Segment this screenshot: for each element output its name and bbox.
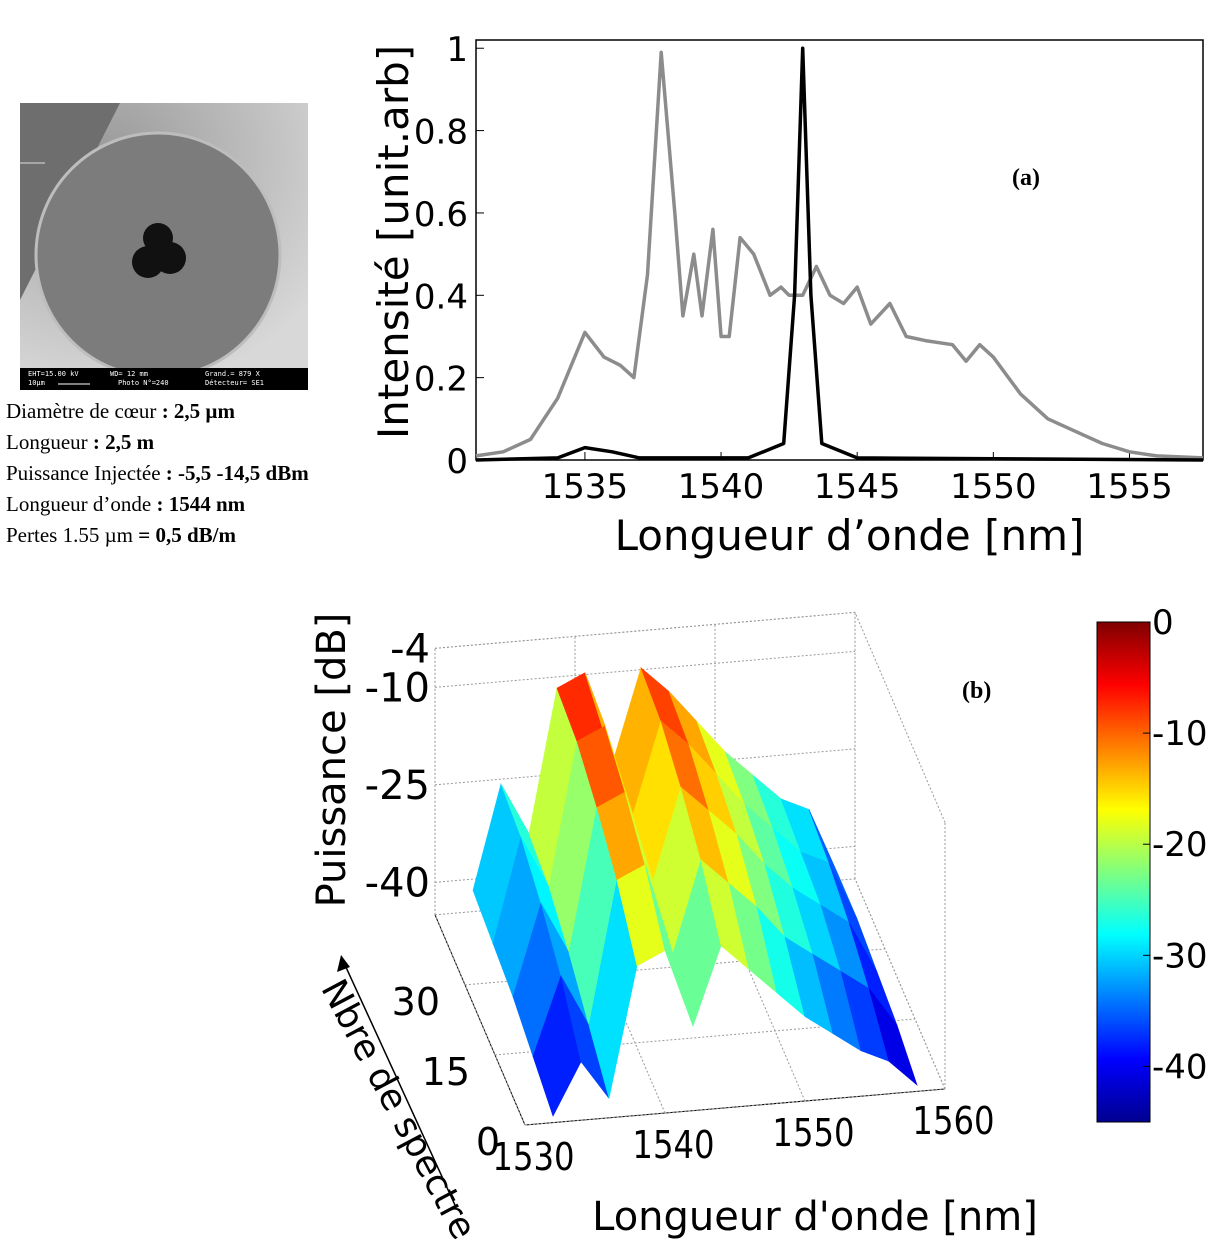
z-tick-label: -10 [365, 665, 430, 711]
z-tick-label: -4 [390, 626, 430, 672]
x-tick-label: 1540 [678, 467, 765, 507]
y-tick-label: 0.6 [414, 195, 468, 235]
y-tick-label: 15 [422, 1050, 470, 1094]
y-axis-label: Intensité [unit.arb] [369, 45, 418, 439]
sem-label: WD= 12 mm [110, 370, 148, 378]
spec-line: Diamètre de cœur : 2,5 µm [6, 399, 236, 423]
surface-cell [868, 988, 918, 1086]
spec-value: = 0,5 dB/m [138, 523, 236, 547]
colorbar-tick-label: -30 [1152, 936, 1208, 976]
grid-line [434, 611, 856, 649]
spec-line: Pertes 1.55 µm = 0,5 dB/m [6, 523, 237, 547]
sem-label: Détecteur= SE1 [205, 379, 264, 387]
y-tick-label: 0 [446, 442, 468, 482]
box-edge [434, 611, 856, 649]
x-axis-label: Longueur d’onde [nm] [615, 511, 1085, 560]
sem-label: EHT=15.00 kV [28, 370, 79, 378]
plot-frame [475, 39, 1204, 461]
spec-label: Longueur [6, 430, 88, 454]
x-tick-label: 1530 [492, 1136, 574, 1180]
annotation: (a) [1012, 165, 1040, 191]
x-tick-label: 1555 [1086, 467, 1173, 507]
series-line [475, 50, 1204, 460]
y-tick-label: 0 [476, 1120, 500, 1164]
y-tick-label: 0.2 [414, 360, 468, 400]
box-edge [854, 612, 946, 823]
colorbar [1096, 621, 1151, 1123]
spec-value: : -5,5 -14,5 dBm [166, 461, 309, 485]
z-tick-label: -40 [365, 860, 430, 906]
axis-line [434, 914, 526, 1126]
y-tick-label: 0.4 [414, 277, 468, 317]
sem-label: 10µm [28, 379, 45, 387]
spec-label: Pertes 1.55 µm [6, 523, 133, 547]
spec-label: Diamètre de cœur [6, 399, 156, 423]
x-tick-label: 1545 [814, 467, 901, 507]
sem-label: Photo N°=240 [118, 379, 169, 387]
x-tick-label: 1540 [632, 1124, 714, 1168]
x-axis-label: Longueur d'onde [nm] [592, 1194, 1038, 1240]
sem-label: Grand.= 879 X [205, 370, 261, 378]
chart-a: 0 0.2 0.4 0.6 0.8 1 1535 1540 1545 1550 1555Longue… [369, 30, 1204, 560]
x-tick-label: 1550 [950, 467, 1037, 507]
spec-value: : 2,5 µm [162, 399, 236, 423]
annotation: (b) [962, 678, 991, 704]
spec-value: : 1544 nm [156, 492, 245, 516]
spec-line: Longueur : 2,5 m [6, 430, 155, 454]
spec-line: Longueur d’onde : 1544 nm [6, 492, 246, 516]
arrow-head [337, 955, 350, 972]
x-tick-label: 1560 [912, 1100, 994, 1144]
y-tick-label: 0.8 [414, 113, 468, 153]
axis-line [524, 1088, 946, 1126]
z-axis-label: Puissance [dB] [309, 613, 355, 908]
colorbar-tick-label: -40 [1152, 1047, 1208, 1087]
z-tick-label: -25 [365, 763, 430, 809]
x-tick-label: 1550 [772, 1112, 854, 1156]
spec-value: : 2,5 m [93, 430, 155, 454]
specs: Diamètre de cœur : 2,5 µm Longueur : 2,5 … [6, 399, 309, 547]
y-tick-label: 1 [446, 30, 468, 70]
spec-label: Puissance Injectée [6, 461, 161, 485]
arrow [344, 964, 456, 1206]
colorbar-tick-label: 0 [1152, 603, 1174, 643]
series-line [475, 46, 1204, 462]
colorbar-tick-label: -20 [1152, 825, 1208, 865]
x-tick-label: 1535 [542, 467, 629, 507]
spec-line: Puissance Injectée : -5,5 -14,5 dBm [6, 461, 309, 485]
spec-label: Longueur d’onde [6, 492, 151, 516]
colorbar-tick-label: -10 [1152, 714, 1208, 754]
chart-b: 1530 1540 1550 156001530-4-10-25-40Puissanc… [309, 603, 1208, 1246]
y-tick-label: 30 [392, 980, 440, 1024]
sem-image: EHT=15.00 kV WD= 12 mm Grand.= 879 X 10µ… [20, 103, 308, 390]
